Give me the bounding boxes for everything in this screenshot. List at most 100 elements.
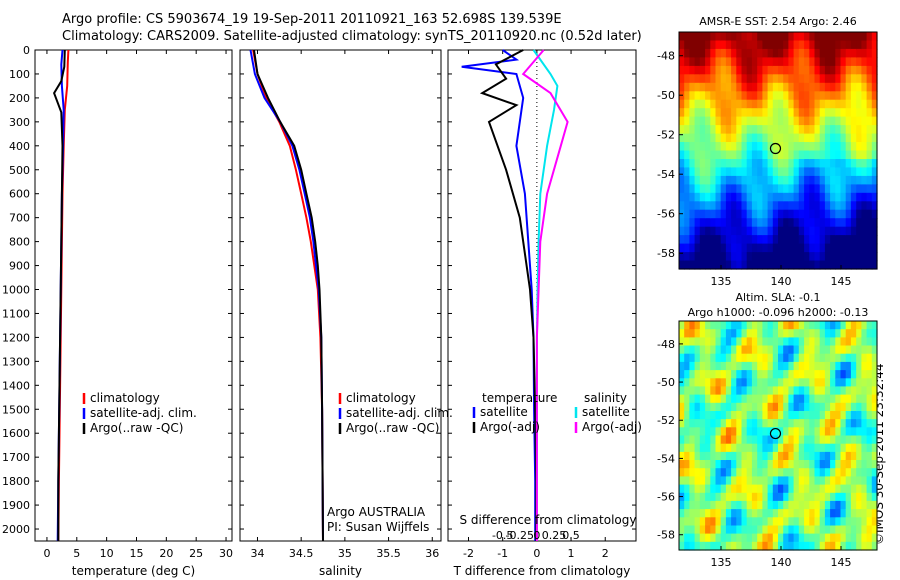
heatmap-cell [699,82,706,92]
heatmap-cell [715,435,722,445]
heatmap-cell [715,500,722,510]
heatmap-cell [835,509,842,518]
heatmap-cell [861,394,868,404]
heatmap-cell [783,57,789,67]
heatmap-cell [710,99,717,109]
heatmap-cell [835,443,842,453]
heatmap-cell [699,57,706,67]
heatmap-cell [767,370,774,379]
heatmap-cell [715,150,722,160]
heatmap-cell [720,370,727,379]
heatmap-cell [731,451,737,461]
heatmap-cell [751,361,758,371]
heatmap-cell [856,252,862,262]
heatmap-cell [684,116,690,126]
heatmap-cell [866,159,873,169]
heatmap-cell [861,345,868,355]
heatmap-cell [705,260,711,270]
heatmap-cell [715,361,722,371]
heatmap-cell [684,57,690,67]
heatmap-cell [694,378,701,388]
heatmap-cell [746,99,753,109]
heatmap-cell [814,468,821,477]
heatmap-cell [684,533,690,543]
heatmap-cell [850,386,857,396]
heatmap-cell [715,541,722,551]
heatmap-cell [835,91,842,101]
heatmap-cell [684,329,690,338]
heatmap-cell [725,167,732,177]
heatmap-cell [731,402,737,412]
heatmap-cell [814,108,821,118]
heatmap-cell [861,32,868,42]
heatmap-cell [710,91,717,101]
heatmap-cell [762,226,769,236]
heatmap-cell [866,451,873,461]
heatmap-cell [715,533,722,543]
heatmap-cell [725,99,732,109]
heatmap-cell [757,468,763,477]
heatmap-cell [715,192,722,202]
heatmap-cell [715,175,722,185]
heatmap-cell [783,74,789,84]
heatmap-cell [715,40,722,50]
heatmap-cell [856,402,862,412]
heatmap-cell [824,492,831,502]
heatmap-cell [861,192,868,202]
heatmap-cell [715,337,722,347]
heatmap-cell [694,32,701,42]
heatmap-cell [720,82,727,92]
heatmap-cell [699,133,706,143]
heatmap-cell [798,57,805,67]
heatmap-cell [720,353,727,363]
heatmap-cell [814,402,821,412]
heatmap-cell [751,492,758,502]
heatmap-cell [720,427,727,437]
heatmap-cell [715,402,722,412]
heatmap-cell [684,460,690,469]
heatmap-cell [798,345,805,355]
heatmap-cell [689,484,696,494]
heatmap-cell [861,260,868,270]
heatmap-cell [736,509,743,518]
heatmap-cell [679,402,685,412]
heatmap-cell [705,370,711,379]
heatmap-cell [720,451,727,461]
heatmap-cell [809,91,816,101]
heatmap-cell [762,329,769,338]
heatmap-cell [819,184,826,194]
heatmap-cell [772,386,779,396]
heatmap-cell [845,82,852,92]
heatmap-cell [705,460,711,469]
heatmap-cell [746,345,753,355]
heatmap-cell [835,40,842,50]
heatmap-cell [741,451,748,461]
heatmap-cell [705,394,711,404]
heatmap-cell [788,541,795,551]
heatmap-cell [840,40,847,50]
heatmap-cell [767,517,774,527]
heatmap-cell [741,252,748,262]
heatmap-cell [705,235,711,245]
heatmap-cell [830,150,836,160]
heatmap-cell [778,476,784,486]
heatmap-cell [710,142,717,152]
heatmap-cell [845,484,852,494]
heatmap-cell [804,427,810,437]
heatmap-cell [798,476,805,486]
heatmap-cell [710,209,717,219]
heatmap-cell [741,48,748,58]
heatmap-cell [699,419,706,428]
heatmap-cell [793,541,800,551]
heatmap-cell [830,468,836,477]
heatmap-cell [840,108,847,118]
heatmap-cell [819,82,826,92]
heatmap-cell [757,476,763,486]
heatmap-cell [819,337,826,347]
heatmap-cell [798,500,805,510]
annotation-line-1: Argo AUSTRALIA [327,505,426,519]
heatmap-cell [694,82,701,92]
heatmap-cell [845,125,852,135]
heatmap-cell [741,541,748,551]
heatmap-cell [720,65,727,75]
